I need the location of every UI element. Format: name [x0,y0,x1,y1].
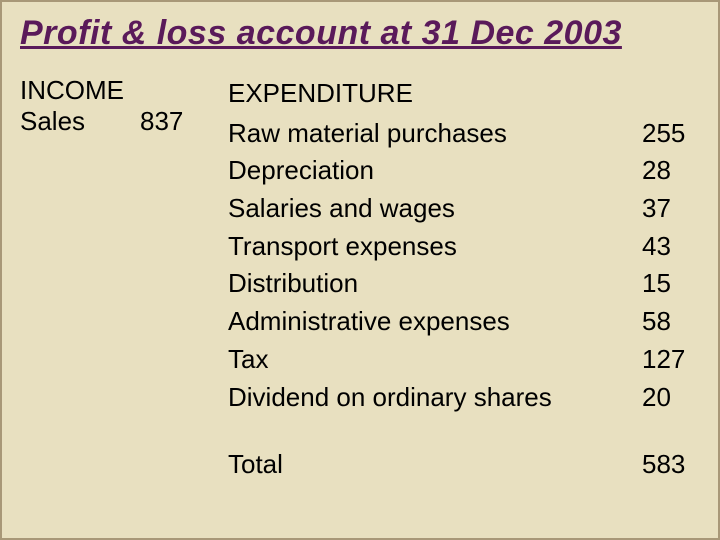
income-row: Sales 837 [20,106,200,137]
expenditure-item-value: 43 [630,228,700,266]
content-area: INCOME Sales 837 EXPENDITURE Raw materia… [20,75,700,484]
page-title: Profit & loss account at 31 Dec 2003 [20,14,700,53]
expenditure-row: Distribution 15 [228,265,700,303]
income-column: INCOME Sales 837 [20,75,200,484]
expenditure-item-label: Raw material purchases [228,115,630,153]
expenditure-total-value: 583 [630,446,700,484]
expenditure-total-row: Total 583 [228,446,700,484]
expenditure-item-label: Tax [228,341,630,379]
expenditure-row: Administrative expenses 58 [228,303,700,341]
income-header: INCOME [20,75,140,106]
expenditure-row: Transport expenses 43 [228,228,700,266]
expenditure-item-label: Depreciation [228,152,630,190]
expenditure-item-value: 127 [630,341,700,379]
expenditure-item-value: 255 [630,115,700,153]
expenditure-row: Salaries and wages 37 [228,190,700,228]
expenditure-item-value: 20 [630,379,700,417]
expenditure-item-label: Salaries and wages [228,190,630,228]
expenditure-column: EXPENDITURE Raw material purchases 255 D… [228,75,700,484]
expenditure-item-label: Transport expenses [228,228,630,266]
income-item-label: Sales [20,106,140,137]
expenditure-row: Tax 127 [228,341,700,379]
expenditure-item-value: 28 [630,152,700,190]
expenditure-total-label: Total [228,446,630,484]
expenditure-item-label: Dividend on ordinary shares [228,379,630,417]
expenditure-row: Raw material purchases 255 [228,115,700,153]
expenditure-item-label: Distribution [228,265,630,303]
expenditure-item-value: 15 [630,265,700,303]
income-item-value: 837 [140,106,200,137]
expenditure-row: Dividend on ordinary shares 20 [228,379,700,417]
expenditure-row: Depreciation 28 [228,152,700,190]
expenditure-item-value: 58 [630,303,700,341]
expenditure-item-label: Administrative expenses [228,303,630,341]
expenditure-header: EXPENDITURE [228,75,700,113]
expenditure-item-value: 37 [630,190,700,228]
